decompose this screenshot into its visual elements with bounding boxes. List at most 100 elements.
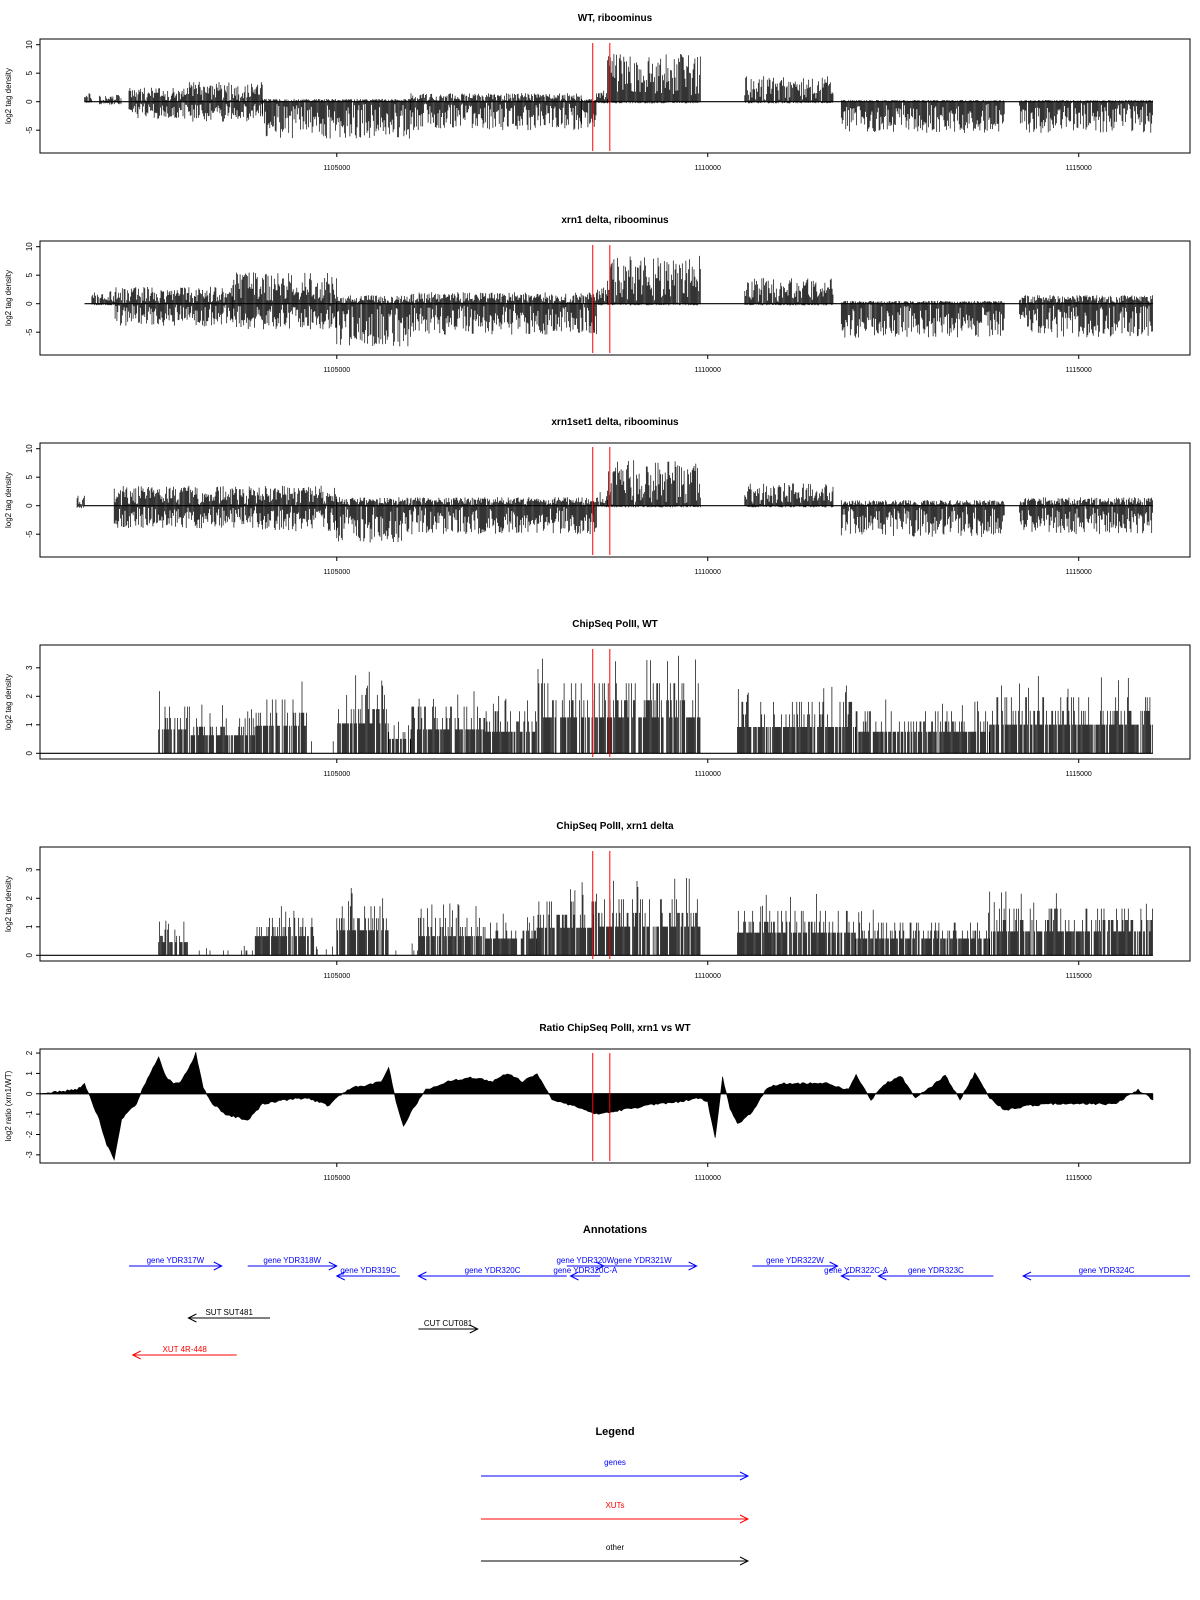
y-tick-label: 10 [25,444,34,453]
legend-label: XUTs [605,1501,624,1510]
annotation-feature: XUT 4R-448 [131,1345,237,1360]
y-tick-label: 3 [25,665,34,670]
x-tick-label: 1110000 [695,367,721,374]
x-tick-label: 1115000 [1066,165,1092,172]
arrow-head [569,1271,579,1281]
plot-frame [39,846,1191,962]
annotation-label: XUT 4R-448 [163,1345,208,1354]
x-tick-label: 1105000 [323,367,350,374]
annotation-feature: CUT CUT081 [418,1319,479,1334]
annotations-section: Annotations gene YDR317W gene YDR318W gene… [129,1224,1190,1360]
annotation-feature: gene YDR319C [335,1266,400,1281]
plot-frame [39,38,1191,154]
y-tick-label: 1 [25,924,34,929]
y-tick-label: 0 [25,301,34,306]
y-tick-label: 2 [25,896,34,901]
legend-label: other [606,1543,625,1552]
y-tick-label: -5 [25,126,34,134]
annotation-feature: gene YDR324C [1021,1266,1190,1281]
chart-panel: Ratio ChipSeq PolII, xrn1 vs WT log2 rati… [4,1023,1191,1182]
arrow-head [688,1261,698,1271]
annotation-label: gene YDR321W [614,1256,672,1265]
plot-area [40,1052,1154,1161]
x-tick-label: 1115000 [1066,973,1092,980]
y-tick-label: 5 [25,474,34,479]
arrow-head [213,1261,223,1271]
chart-title: ChipSeq PolII, xrn1 delta [556,821,674,832]
y-tick-label: 10 [25,40,34,49]
y-axis-label: log2 ratio (xrn1/WT) [4,1070,13,1141]
annotation-label: gene YDR322W [766,1256,824,1265]
chart-panel: xrn1set1 delta, riboominus log2 tag densi… [4,417,1191,576]
y-tick-label: 3 [25,867,34,872]
x-tick-label: 1105000 [323,973,350,980]
y-tick-label: -3 [25,1151,34,1159]
annotation-feature: gene YDR322C-A [824,1266,889,1281]
annotation-feature: gene YDR321W [589,1256,698,1271]
arrow-head [335,1271,345,1281]
density-bars [76,460,1153,543]
annotation-feature: gene YDR320C-A [553,1266,618,1281]
y-tick-label: 0 [25,751,34,756]
y-axis-label: log2 tag density [4,876,13,932]
ratio-area [40,1052,1154,1161]
annotation-label: gene YDR322C-A [824,1266,889,1275]
chart-panel: ChipSeq PolII, WT log2 tag density 0 1 2 3 110… [4,619,1191,778]
annotation-label: gene YDR324C [1079,1266,1135,1275]
x-tick-label: 1115000 [1066,771,1092,778]
y-tick-label: 10 [25,242,34,251]
arrow-head [739,1514,750,1524]
annotation-label: gene YDR323C [908,1266,964,1275]
plot-area [76,460,1153,543]
density-bars [158,878,1153,956]
legend-item: XUTs [481,1501,750,1524]
plot-area [84,255,1153,347]
annotation-feature: gene YDR320C [417,1266,567,1281]
chart-title: ChipSeq PolII, WT [572,619,658,630]
chart-title: Ratio ChipSeq PolII, xrn1 vs WT [539,1023,690,1034]
y-tick-label: 0 [25,1091,34,1096]
annotation-label: gene YDR318W [263,1256,321,1265]
annotation-feature: gene YDR317W [129,1256,223,1271]
plot-frame [39,442,1191,558]
y-tick-label: 5 [25,272,34,277]
x-tick-label: 1110000 [695,973,721,980]
arrow-head [840,1271,850,1281]
y-tick-label: -5 [25,530,34,538]
y-axis-label: log2 tag density [4,270,13,326]
y-tick-label: 2 [25,1050,34,1055]
arrow-head [877,1271,887,1281]
chart-panel: ChipSeq PolII, xrn1 delta log2 tag densit… [4,821,1191,980]
chart-title: WT, riboominus [578,13,653,24]
annotation-label: SUT SUT481 [205,1308,253,1317]
annotation-label: gene YDR320W [556,1256,614,1265]
y-axis-label: log2 tag density [4,68,13,124]
arrow-head [739,1471,750,1481]
arrow-head [417,1271,427,1281]
x-tick-label: 1110000 [695,569,721,576]
density-bars [84,54,1153,139]
chart-panel: WT, riboominus log2 tag density -5 0 5 10 1105… [4,13,1191,172]
arrow-head [328,1261,338,1271]
annotation-feature: gene YDR323C [877,1266,994,1281]
chart-title: xrn1 delta, riboominus [561,215,669,226]
y-tick-label: 1 [25,722,34,727]
y-tick-label: 0 [25,503,34,508]
legend-item: genes [481,1458,750,1481]
x-tick-label: 1115000 [1066,367,1092,374]
y-tick-label: 0 [25,99,34,104]
annotation-label: gene YDR319C [340,1266,396,1275]
annotation-feature: gene YDR322W [752,1256,839,1271]
y-tick-label: 1 [25,1071,34,1076]
arrow-head [829,1261,839,1271]
plot-frame [39,1048,1191,1164]
legend-title: Legend [595,1426,634,1438]
legend-section: Legend genes XUTs other [481,1426,750,1566]
x-tick-label: 1105000 [323,165,350,172]
x-tick-label: 1115000 [1066,1175,1092,1182]
annotation-label: gene YDR320C-A [553,1266,618,1275]
annotations-title: Annotations [583,1224,647,1236]
y-tick-label: -1 [25,1110,34,1118]
